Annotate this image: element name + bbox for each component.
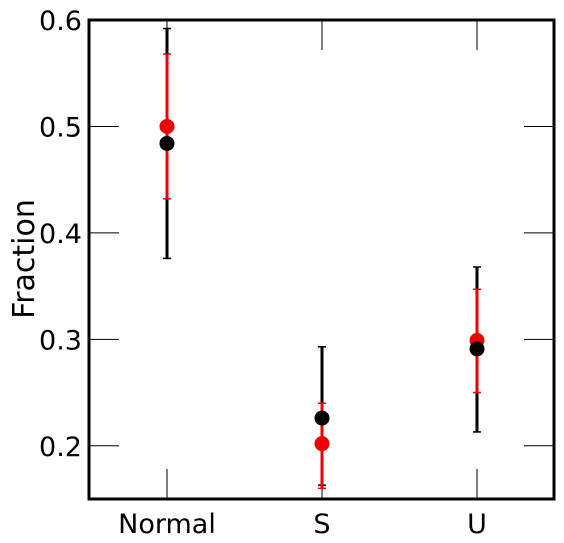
data-point	[159, 118, 175, 134]
y-tick-label: 0.3	[39, 325, 82, 356]
data-point	[314, 436, 330, 452]
x-tick-label: S	[313, 509, 330, 540]
data-point	[314, 410, 330, 426]
ticks-layer: 0.2 0.3 0.4 0.5 0.6 Normal S U	[39, 6, 554, 540]
y-tick-label: 0.4	[39, 219, 82, 250]
y-axis-label: Fraction	[7, 199, 42, 319]
marks-layer	[159, 27, 485, 490]
data-point	[159, 135, 175, 151]
x-tick-label: U	[467, 509, 487, 540]
y-tick-label: 0.2	[39, 432, 82, 463]
x-tick-label: Normal	[118, 509, 216, 540]
y-tick-label: 0.5	[39, 112, 82, 143]
y-tick-label: 0.6	[39, 6, 82, 37]
data-point	[469, 341, 485, 357]
